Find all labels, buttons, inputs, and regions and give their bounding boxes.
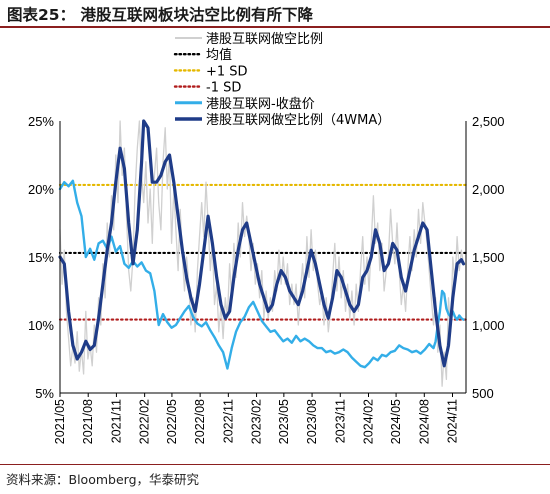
y-left-tick-label: 10% — [28, 318, 54, 333]
y-left-tick-label: 5% — [35, 386, 54, 401]
y-right-tick-label: 1,000 — [472, 318, 505, 333]
series-lines — [58, 119, 466, 387]
source-note: 资料来源：Bloomberg，华泰研究 — [6, 472, 199, 487]
x-tick-label: 2022/02 — [138, 399, 152, 444]
chart-header: 图表25： 港股互联网板块沽空比例有所下降 — [0, 0, 550, 26]
x-tick-label: 2024/05 — [389, 399, 403, 444]
title-divider — [0, 26, 550, 28]
y-right-tick-label: 500 — [472, 386, 494, 401]
short-ratio-4wma-line — [58, 119, 466, 368]
legend-label: 港股互联网做空比例（4WMA） — [206, 113, 390, 128]
x-tick-label: 2023/08 — [305, 399, 319, 444]
x-tick-label: 2023/05 — [277, 399, 291, 444]
axes: 5% 10% 15% 20% 25% 500 1,000 1,500 2,000 2,500 202… — [28, 114, 505, 444]
x-tick-label: 2023/02 — [250, 399, 264, 444]
legend-label: 港股互联网-收盘价 — [206, 96, 315, 112]
legend-label: -1 SD — [206, 81, 241, 96]
chart: 5% 10% 15% 20% 25% 500 1,000 1,500 2,000 2,500 202… — [28, 32, 505, 444]
legend-label: +1 SD — [206, 64, 248, 79]
legend-label: 均值 — [206, 47, 232, 63]
footer-divider — [0, 464, 550, 465]
short-ratio-line — [59, 120, 465, 387]
x-tick-label: 2022/11 — [221, 399, 235, 443]
y-left-tick-label: 20% — [28, 182, 54, 197]
y-right-tick-label: 2,000 — [472, 182, 505, 197]
legend-label: 港股互联网做空比例 — [206, 32, 323, 47]
y-right-tick-label: 2,500 — [472, 114, 505, 129]
x-tick-label: 2022/05 — [165, 399, 179, 444]
x-tick-label: 2022/08 — [193, 399, 207, 444]
x-tick-label: 2023/11 — [333, 399, 347, 443]
x-tick-label: 2024/08 — [417, 399, 431, 444]
x-tick-label: 2021/11 — [109, 399, 123, 443]
x-tick-label: 2021/05 — [53, 399, 67, 444]
y-left-tick-label: 25% — [28, 114, 54, 129]
y-left-tick-label: 15% — [28, 250, 54, 265]
chart-title: 图表25： 港股互联网板块沽空比例有所下降 — [7, 6, 313, 24]
x-tick-label: 2024/02 — [361, 399, 375, 444]
y-right-tick-label: 1,500 — [472, 250, 505, 265]
x-tick-label: 2024/11 — [446, 399, 460, 443]
x-tick-label: 2021/08 — [81, 399, 95, 444]
